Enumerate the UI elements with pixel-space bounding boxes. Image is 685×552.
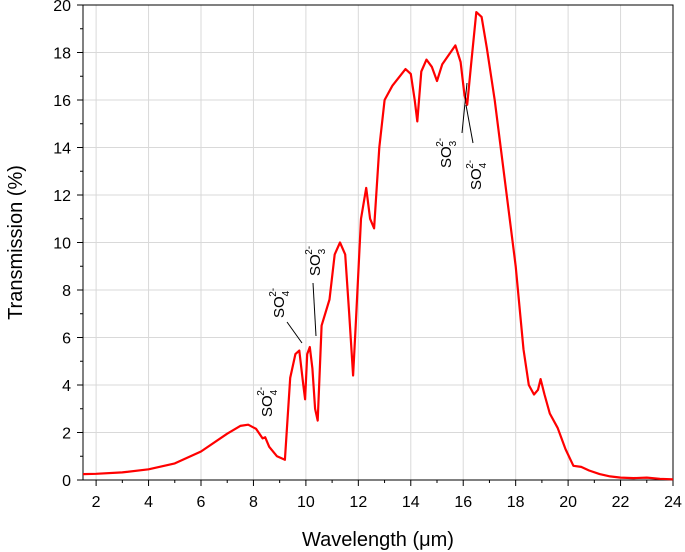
annotation-text: SO42-: [465, 160, 489, 190]
y-tick-label: 6: [62, 331, 71, 348]
y-tick-label: 16: [53, 93, 71, 110]
x-tick-label: 12: [349, 494, 367, 511]
annotation-label: SO42-: [256, 387, 280, 417]
annotation-leader-line: [461, 82, 468, 134]
annotation-superscript: 2-: [465, 160, 476, 169]
annotation-ion: SO: [259, 395, 276, 417]
annotation-ion: SO: [271, 296, 288, 318]
y-tick-label: 14: [53, 141, 71, 158]
annotation-subscript: 3: [317, 248, 328, 254]
annotation-leader-line: [465, 104, 474, 144]
annotation-subscript: 4: [478, 162, 489, 168]
annotation-ion: SO: [307, 254, 324, 276]
x-tick-label: 16: [454, 494, 472, 511]
annotations: SO42-SO42-SO32-SO32-SO42-: [256, 82, 489, 417]
annotation-label: SO32-: [304, 246, 328, 276]
annotation-leader-line: [312, 282, 317, 337]
x-tick-label: 4: [144, 494, 153, 511]
annotation-superscript: 2-: [268, 288, 279, 297]
annotation-subscript: 4: [269, 389, 280, 395]
y-tick-label: 20: [53, 0, 71, 15]
x-tick-label: 18: [507, 494, 525, 511]
annotation-label: SO42-: [465, 160, 489, 190]
y-tick-label: 10: [53, 236, 71, 253]
annotation-ion: SO: [438, 146, 455, 168]
annotation-label: SO42-: [268, 288, 292, 318]
x-tick-label: 20: [559, 494, 577, 511]
annotation-text: SO32-: [304, 246, 328, 276]
x-tick-label: 14: [402, 494, 420, 511]
x-tick-label: 8: [249, 494, 258, 511]
annotation-leader-line: [286, 321, 303, 344]
annotation-label: SO32-: [435, 138, 459, 168]
annotation-superscript: 2-: [435, 138, 446, 147]
grid-lines: [83, 4, 674, 481]
x-tick-label: 2: [92, 494, 101, 511]
y-tick-label: 18: [53, 46, 71, 63]
annotation-text: SO42-: [268, 288, 292, 318]
y-tick-label: 2: [62, 426, 71, 443]
annotation-superscript: 2-: [256, 387, 267, 396]
y-tick-label: 0: [62, 473, 71, 490]
annotation-subscript: 4: [281, 290, 292, 296]
x-tick-label: 24: [664, 494, 682, 511]
x-tick-label: 22: [612, 494, 630, 511]
x-axis-label: Wavelength (μm): [302, 529, 454, 551]
x-tick-label: 10: [297, 494, 315, 511]
annotation-ion: SO: [468, 168, 485, 190]
y-tick-label: 8: [62, 283, 71, 300]
annotation-subscript: 3: [448, 140, 459, 146]
x-tick-label: 6: [197, 494, 206, 511]
y-axis-label: Transmission (%): [5, 165, 27, 320]
annotation-text: SO32-: [435, 138, 459, 168]
annotation-text: SO42-: [256, 387, 280, 417]
transmission-series-line: [82, 11, 674, 481]
y-tick-label: 12: [53, 188, 71, 205]
annotation-superscript: 2-: [304, 246, 315, 255]
y-tick-label: 4: [62, 378, 71, 395]
